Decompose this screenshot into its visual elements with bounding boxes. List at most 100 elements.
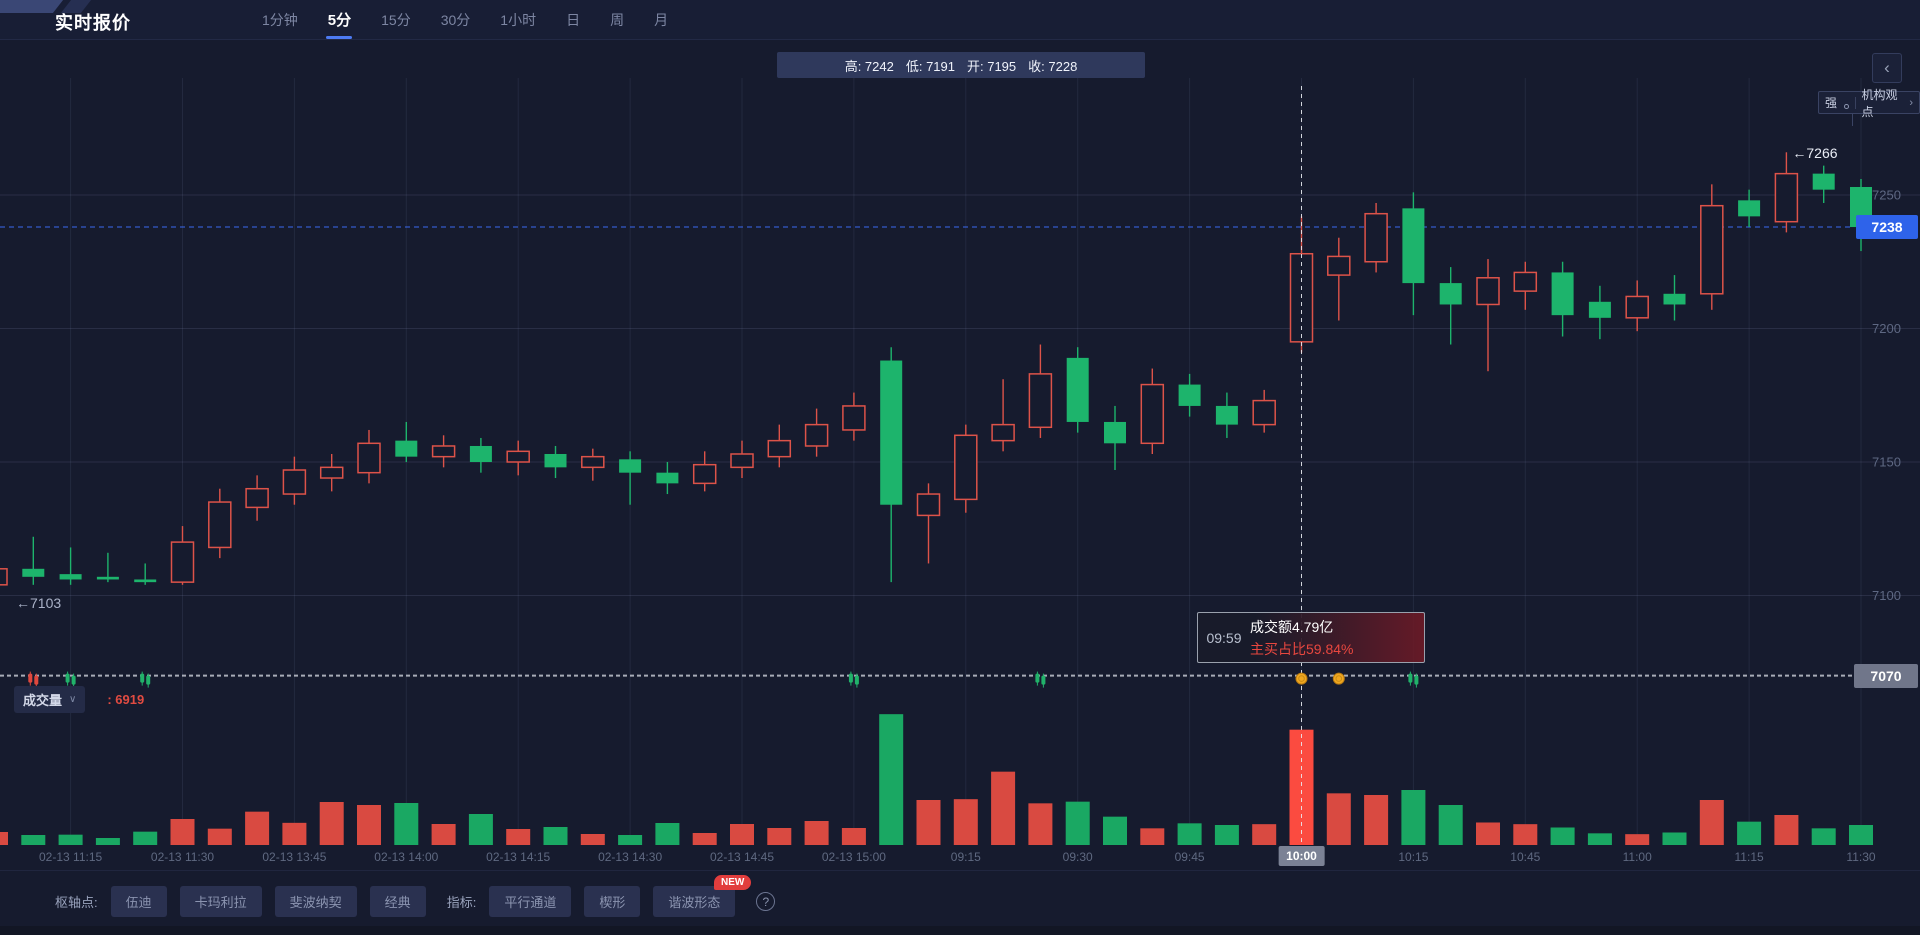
candle[interactable] — [469, 437, 492, 473]
candle[interactable] — [1551, 261, 1574, 337]
candle[interactable] — [804, 408, 829, 457]
candle[interactable] — [1327, 237, 1351, 321]
signal-marker-icon[interactable] — [1035, 671, 1046, 688]
candle[interactable] — [767, 424, 792, 468]
volume-bar[interactable] — [1699, 800, 1724, 845]
coin-marker-icon[interactable] — [1332, 672, 1345, 685]
candle[interactable] — [581, 448, 605, 481]
candle[interactable] — [1588, 285, 1611, 340]
candle[interactable] — [656, 462, 679, 495]
volume-bar[interactable] — [1065, 801, 1090, 845]
volume-bar[interactable] — [58, 834, 83, 845]
institution-viewpoint-badge[interactable]: 强 机构观点 › — [1818, 88, 1920, 119]
pivot-button-2[interactable]: 斐波纳契 — [274, 886, 357, 917]
indicator-button-2[interactable]: 谐波形态 NEW — [653, 875, 752, 917]
volume-bar[interactable] — [1214, 825, 1239, 845]
collapse-panel-button[interactable]: ‹ — [1872, 53, 1902, 83]
volume-bar[interactable] — [468, 814, 493, 845]
candle[interactable] — [506, 440, 530, 476]
volume-bar[interactable] — [1849, 825, 1873, 845]
candle[interactable] — [1104, 405, 1126, 471]
volume-bar[interactable] — [1438, 805, 1463, 845]
volume-bar[interactable] — [692, 833, 717, 845]
candle[interactable] — [0, 563, 8, 587]
candle[interactable] — [1513, 261, 1538, 310]
candle[interactable] — [619, 451, 642, 505]
volume-bar[interactable] — [0, 832, 8, 845]
volume-bar[interactable] — [431, 824, 456, 845]
candle[interactable] — [245, 475, 269, 521]
volume-bar[interactable] — [133, 831, 158, 845]
volume-bar[interactable] — [506, 829, 531, 845]
candle[interactable] — [170, 526, 195, 585]
volume-bar[interactable] — [170, 819, 195, 845]
candle[interactable] — [544, 445, 567, 479]
tab-timeframe-5[interactable]: 日 — [566, 11, 581, 28]
candle[interactable] — [395, 421, 418, 462]
tab-timeframe-6[interactable]: 周 — [610, 11, 625, 28]
volume-bar[interactable] — [953, 799, 978, 845]
volume-bar[interactable] — [1401, 790, 1426, 845]
candle[interactable] — [730, 440, 754, 479]
volume-bar[interactable] — [1476, 822, 1500, 846]
volume-bar[interactable] — [767, 828, 792, 845]
signal-marker-icon[interactable] — [1408, 671, 1419, 688]
volume-bar[interactable] — [1252, 824, 1277, 845]
candle[interactable] — [692, 451, 717, 492]
volume-bar[interactable] — [618, 835, 643, 845]
candle[interactable] — [842, 392, 866, 441]
candle[interactable] — [1066, 347, 1089, 433]
volume-bar[interactable] — [1028, 803, 1053, 845]
candle[interactable] — [1215, 392, 1238, 438]
volume-bar[interactable] — [730, 824, 754, 845]
volume-bar[interactable] — [21, 835, 46, 845]
volume-bar[interactable] — [1103, 816, 1127, 845]
candle[interactable] — [880, 347, 903, 583]
volume-bar[interactable] — [543, 827, 568, 845]
candle[interactable] — [22, 536, 45, 585]
volume-bar[interactable] — [357, 805, 381, 845]
volume-bar[interactable] — [916, 800, 941, 845]
volume-bar[interactable] — [804, 821, 829, 845]
candle[interactable] — [1402, 192, 1425, 316]
candle[interactable] — [1028, 344, 1053, 438]
candle[interactable] — [1140, 368, 1165, 454]
volume-indicator-select[interactable]: 成交量 ∨ — [14, 686, 86, 713]
volume-bar[interactable] — [1513, 824, 1538, 845]
candle[interactable] — [1178, 373, 1201, 417]
signal-marker-icon[interactable] — [65, 671, 76, 688]
volume-bar[interactable] — [1662, 832, 1687, 846]
volume-bar[interactable] — [1625, 834, 1650, 845]
tab-timeframe-4[interactable]: 1小时 — [500, 11, 537, 28]
pivot-button-0[interactable]: 伍迪 — [110, 886, 167, 917]
tab-timeframe-3[interactable]: 30分 — [440, 11, 471, 28]
candle[interactable] — [1812, 165, 1835, 204]
volume-bar[interactable] — [1177, 823, 1202, 845]
tab-timeframe-2[interactable]: 15分 — [381, 11, 411, 28]
candle[interactable] — [1663, 275, 1686, 321]
volume-bar[interactable] — [580, 834, 605, 845]
volume-bar[interactable] — [394, 803, 419, 845]
candle[interactable] — [357, 429, 381, 484]
volume-bar[interactable] — [1587, 833, 1612, 845]
volume-bar[interactable] — [1140, 828, 1165, 845]
volume-bar[interactable] — [655, 823, 680, 845]
volume-bar[interactable] — [879, 714, 904, 845]
pivot-button-1[interactable]: 卡玛利拉 — [179, 886, 262, 917]
candle[interactable] — [1625, 280, 1649, 332]
candle[interactable] — [916, 483, 941, 564]
indicator-button-0[interactable]: 平行通道 — [489, 886, 572, 917]
volume-bar[interactable] — [1774, 815, 1799, 845]
candle[interactable] — [282, 456, 307, 505]
candle[interactable] — [1700, 184, 1724, 310]
volume-bar[interactable] — [1811, 828, 1836, 845]
volume-bar[interactable] — [1326, 793, 1351, 845]
tab-timeframe-0[interactable]: 1分钟 — [262, 11, 298, 28]
tab-timeframe-7[interactable]: 月 — [654, 11, 669, 28]
candle[interactable] — [1774, 152, 1799, 233]
candle[interactable] — [991, 379, 1015, 452]
candle[interactable] — [319, 453, 344, 492]
candle[interactable] — [134, 563, 157, 585]
candle[interactable] — [96, 552, 119, 583]
volume-bar[interactable] — [95, 838, 120, 845]
